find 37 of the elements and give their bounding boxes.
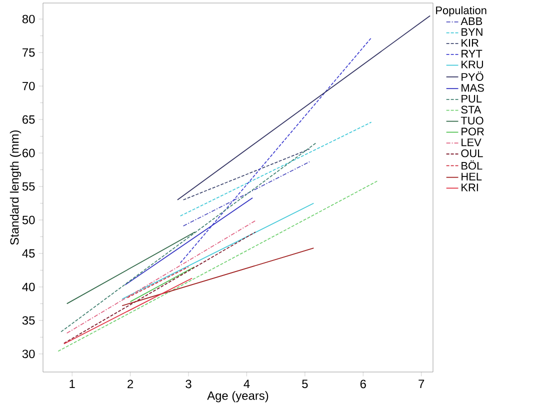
legend-label: STA — [461, 106, 482, 114]
y-tick-label: 35 — [22, 316, 35, 325]
y-tick-label: 65 — [22, 115, 35, 124]
x-tick-label: 2 — [128, 380, 134, 388]
y-tick-label: 40 — [22, 282, 35, 292]
y-tick-label: 30 — [22, 350, 35, 358]
legend-label: KRU — [462, 60, 483, 68]
legend-label: BÖL — [462, 160, 482, 170]
legend-label: KRI — [462, 184, 478, 192]
y-tick-label: 50 — [22, 216, 35, 224]
legend-label: POR — [462, 128, 484, 136]
legend-label: KIR — [462, 39, 478, 47]
y-tick-label: 70 — [22, 82, 35, 90]
legend-title: Population — [436, 6, 486, 16]
y-axis-title: Standard length (mm) — [10, 130, 22, 245]
legend-label: HEL — [462, 172, 482, 180]
x-tick-label: 4 — [244, 380, 250, 388]
y-tick-label: 60 — [22, 148, 35, 158]
x-axis-title: Age (years) — [207, 391, 268, 402]
y-tick-label: 80 — [22, 14, 35, 24]
legend-label: BYN — [462, 28, 482, 36]
legend-label: LEV — [462, 138, 482, 146]
x-tick-label: 7 — [418, 380, 424, 388]
x-tick-label: 3 — [186, 380, 192, 388]
y-tick-label: 45 — [22, 249, 35, 258]
legend-label: RYT — [462, 50, 482, 58]
legend-label: TUO — [460, 116, 484, 124]
legend-label: ABB — [460, 17, 482, 25]
legend-label: MAS — [462, 84, 484, 92]
legend-label: OUL — [461, 149, 483, 158]
legend-label: PYÖ — [462, 72, 484, 81]
legend-label: PUL — [462, 94, 482, 103]
x-tick-label: 1 — [70, 380, 75, 388]
y-tick-label: 75 — [22, 48, 35, 57]
y-tick-label: 55 — [22, 182, 35, 191]
x-tick-label: 5 — [302, 380, 308, 388]
x-tick-label: 6 — [360, 380, 366, 388]
